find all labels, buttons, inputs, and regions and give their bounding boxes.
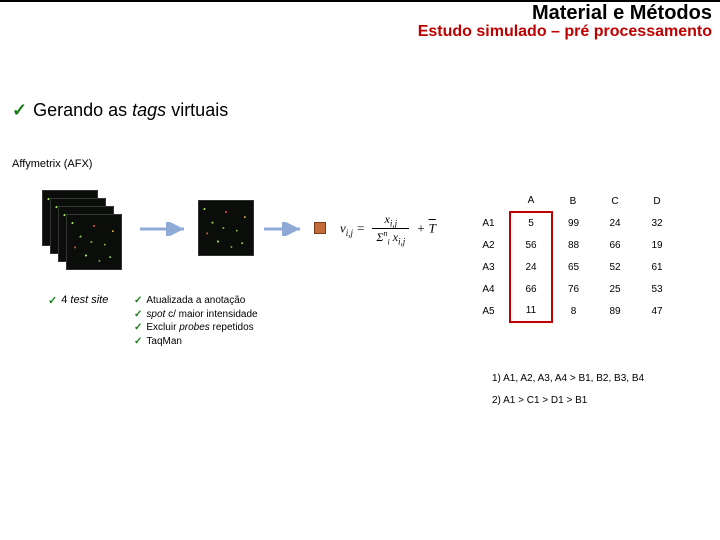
cell: 65 <box>552 256 594 278</box>
check-icon: ✓ <box>134 308 142 322</box>
cell: 11 <box>510 300 552 322</box>
microarray-chip-icon <box>198 200 254 256</box>
cell: 25 <box>594 278 636 300</box>
col-header: B <box>552 190 594 212</box>
chip-caption: ✓ 4 test site <box>48 294 108 307</box>
cell: 19 <box>636 234 678 256</box>
row-label: A1 <box>468 212 510 234</box>
cell: 61 <box>636 256 678 278</box>
cell: 24 <box>510 256 552 278</box>
check-icon: ✓ <box>134 294 142 308</box>
cell: 99 <box>552 212 594 234</box>
bullet-text: Gerando as tags virtuais <box>33 100 228 121</box>
col-header: C <box>594 190 636 212</box>
check-icon: ✓ <box>134 335 142 349</box>
row-label: A4 <box>468 278 510 300</box>
row-label: A5 <box>468 300 510 322</box>
col-header: D <box>636 190 678 212</box>
check-icon: ✓ <box>48 294 57 307</box>
table-header-row: A B C D <box>468 190 678 212</box>
cell: 89 <box>594 300 636 322</box>
table-row: A2 56 88 66 19 <box>468 234 678 256</box>
cell: 24 <box>594 212 636 234</box>
cell: 47 <box>636 300 678 322</box>
cell: 32 <box>636 212 678 234</box>
check-icon: ✓ <box>134 321 142 335</box>
cell: 88 <box>552 234 594 256</box>
cell: 66 <box>594 234 636 256</box>
check-icon: ✓ <box>12 100 27 121</box>
header-title: Material e Métodos <box>418 2 712 25</box>
row-label: A2 <box>468 234 510 256</box>
table-row: A4 66 76 25 53 <box>468 278 678 300</box>
formula: vi,j = xi,jΣni xi,j + T <box>340 212 436 247</box>
single-spot-icon <box>314 222 326 234</box>
microarray-chip-icon <box>66 214 122 270</box>
cell: 52 <box>594 256 636 278</box>
comparison-notes: 1) A1, A2, A3, A4 > B1, B2, B3, B4 2) A1… <box>492 368 644 412</box>
cell: 66 <box>510 278 552 300</box>
note-line: 2) A1 > C1 > D1 > B1 <box>492 390 644 412</box>
main-bullet: ✓ Gerando as tags virtuais <box>12 100 228 121</box>
processing-list: ✓Atualizada a anotação ✓spot c/ maior in… <box>134 294 258 348</box>
col-header: A <box>510 190 552 212</box>
cell: 53 <box>636 278 678 300</box>
chip-stack <box>42 190 128 276</box>
cell: 8 <box>552 300 594 322</box>
table-row: A1 5 99 24 32 <box>468 212 678 234</box>
cell: 56 <box>510 234 552 256</box>
cell: 5 <box>510 212 552 234</box>
row-label: A3 <box>468 256 510 278</box>
arrow-right-icon <box>264 222 310 236</box>
table-row: A3 24 65 52 61 <box>468 256 678 278</box>
note-line: 1) A1, A2, A3, A4 > B1, B2, B3, B4 <box>492 368 644 390</box>
data-table: A B C D A1 5 99 24 32 A2 56 88 <box>468 190 679 323</box>
table-row: A5 11 8 89 47 <box>468 300 678 322</box>
cell: 76 <box>552 278 594 300</box>
header-subtitle: Estudo simulado – pré processamento <box>418 23 712 41</box>
afx-label: Affymetrix (AFX) <box>12 158 92 170</box>
arrow-right-icon <box>140 222 194 236</box>
merged-chip <box>198 200 254 256</box>
header: Material e Métodos Estudo simulado – pré… <box>418 2 712 41</box>
table: A B C D A1 5 99 24 32 A2 56 88 <box>468 190 679 323</box>
slide-root: Material e Métodos Estudo simulado – pré… <box>0 0 720 540</box>
